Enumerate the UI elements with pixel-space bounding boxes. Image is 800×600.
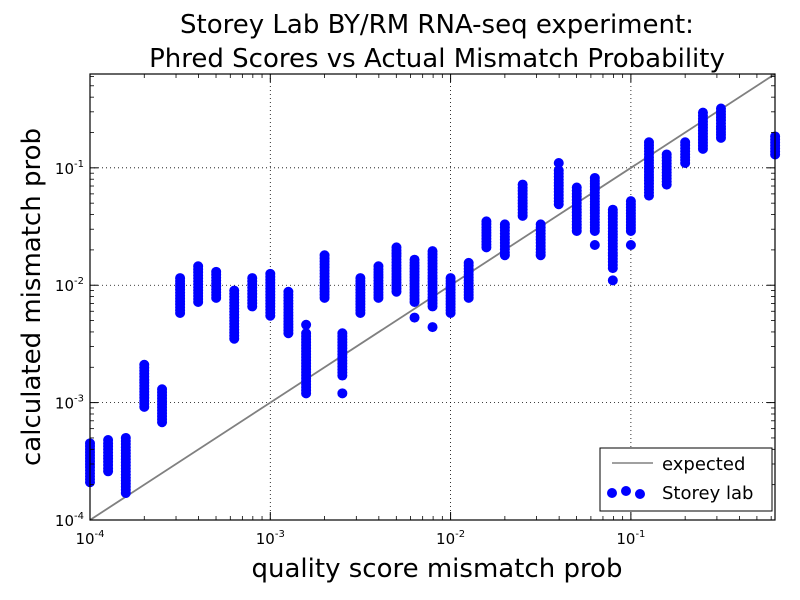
data-point [120, 487, 131, 498]
data-point-outlier [625, 240, 636, 251]
y-axis-label: calculated mismatch prob [17, 128, 47, 466]
data-point-outlier [589, 240, 600, 251]
data-point [571, 225, 582, 236]
data-point [337, 370, 348, 381]
chart-title-line-1: Storey Lab BY/RM RNA-seq experiment: [180, 10, 694, 40]
data-point [139, 401, 150, 412]
data-point [499, 250, 510, 261]
data-point [661, 179, 672, 190]
data-point [103, 466, 114, 477]
data-point [283, 328, 294, 339]
data-point [301, 388, 312, 399]
data-point [445, 307, 456, 318]
y-tick-label: 10-3 [55, 394, 84, 413]
data-point [373, 292, 384, 303]
data-point [229, 333, 240, 344]
data-point [680, 157, 691, 168]
data-point [175, 307, 186, 318]
data-point [355, 307, 366, 318]
data-point [247, 301, 258, 312]
data-point [697, 143, 708, 154]
data-point-outlier [409, 312, 420, 323]
data-point [157, 417, 168, 428]
legend-marker-2 [621, 486, 631, 496]
legend-marker-1 [607, 488, 617, 498]
data-point-outlier [337, 388, 348, 399]
data-point [391, 286, 402, 297]
data-point [589, 225, 600, 236]
data-point [319, 292, 330, 303]
data-point-outlier [301, 319, 312, 330]
storey-lab-series [85, 103, 781, 498]
data-point [625, 225, 636, 236]
data-point [715, 132, 726, 143]
y-tick-label: 10-4 [55, 511, 84, 530]
legend-expected-label: expected [662, 454, 745, 475]
chart-title-line-2: Phred Scores vs Actual Mismatch Probabil… [149, 44, 725, 74]
x-axis-label: quality score mismatch prob [252, 554, 623, 584]
data-point-outlier [607, 275, 618, 286]
legend-storey-label: Storey lab [662, 483, 753, 504]
data-point [535, 250, 546, 261]
data-point [193, 296, 204, 307]
legend-marker-3 [635, 489, 645, 499]
data-point [427, 301, 438, 312]
y-tick-label: 10-2 [55, 276, 84, 295]
data-point-outlier [427, 322, 438, 333]
data-point [409, 296, 420, 307]
plot-frame [89, 73, 776, 521]
legend-box [599, 447, 773, 512]
data-point [265, 310, 276, 321]
y-tick-label: 10-1 [55, 159, 84, 178]
y-axis-ticks: 10-4 10-3 10-2 10-1 [55, 76, 775, 530]
data-point [517, 210, 528, 221]
data-point [607, 263, 618, 274]
data-point [643, 190, 654, 201]
legend: expected Storey lab [599, 447, 773, 512]
data-point [463, 292, 474, 303]
data-point [481, 242, 492, 253]
data-point [553, 199, 564, 210]
data-point [211, 292, 222, 303]
data-point-outlier [553, 157, 564, 168]
